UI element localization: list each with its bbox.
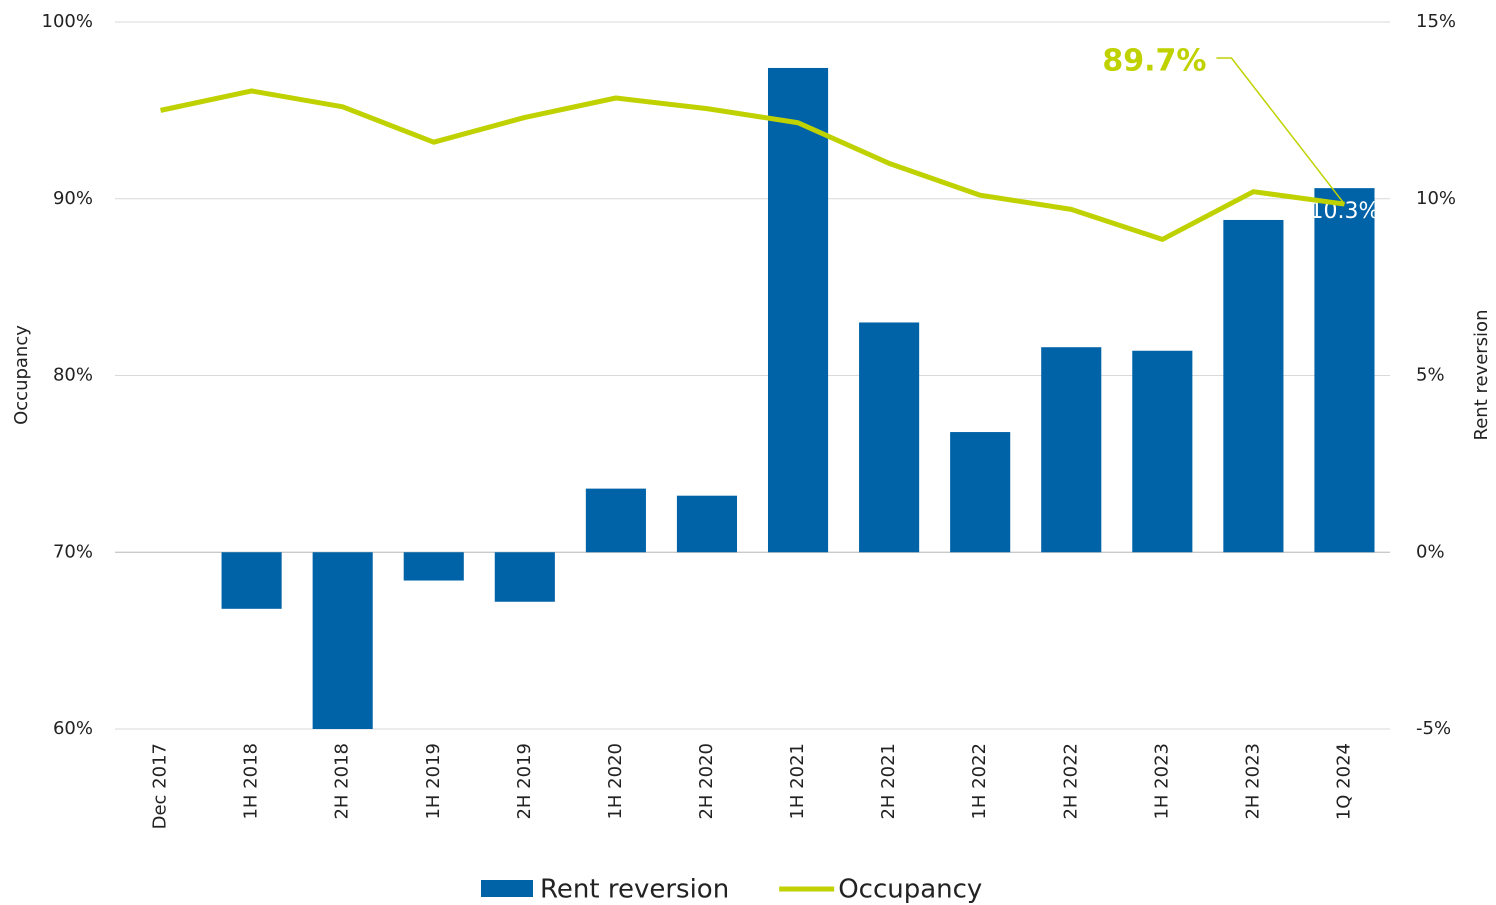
- x-tick-label: 1H 2018: [241, 743, 262, 820]
- leader-line: [1216, 57, 1346, 205]
- bar: [859, 322, 920, 553]
- x-tick-label: Dec 2017: [150, 743, 171, 829]
- legend-label: Rent reversion: [540, 875, 729, 905]
- bar: [312, 552, 373, 729]
- x-tick-label: 2H 2019: [514, 743, 535, 820]
- y2-tick-label: 0%: [1416, 541, 1445, 562]
- y-tick-label: 70%: [53, 541, 93, 562]
- x-tick-label: 1Q 2024: [1333, 743, 1354, 820]
- x-tick-label: 2H 2023: [1242, 743, 1263, 820]
- y2-tick-label: 5%: [1416, 365, 1445, 386]
- x-tick-label: 1H 2019: [423, 743, 444, 820]
- y-tick-label: 80%: [53, 365, 93, 386]
- y2-axis-label: Rent reversion: [1471, 310, 1492, 441]
- y2-tick-label: -5%: [1416, 718, 1451, 739]
- y2-tick-label: 15%: [1416, 11, 1456, 32]
- data-label: 89.7%: [1102, 44, 1206, 79]
- legend-label: Occupancy: [838, 875, 982, 905]
- x-tick-label: 2H 2018: [332, 743, 353, 820]
- y-tick-label: 60%: [53, 718, 93, 739]
- y-axis-label: Occupancy: [11, 325, 32, 425]
- bar: [403, 552, 464, 581]
- x-tick-label: 1H 2023: [1151, 743, 1172, 820]
- bar: [950, 432, 1011, 553]
- bar: [767, 67, 829, 553]
- bar: [1314, 188, 1375, 553]
- x-tick-label: 2H 2021: [878, 743, 899, 820]
- bar: [676, 495, 738, 553]
- bar: [1041, 347, 1102, 553]
- bar: [1223, 219, 1284, 553]
- y2-tick-label: 10%: [1416, 188, 1456, 209]
- line: [160, 88, 1345, 242]
- bar: [1132, 350, 1193, 553]
- x-tick-label: 2H 2022: [1060, 743, 1081, 820]
- x-tick-label: 1H 2020: [605, 743, 626, 820]
- legend-swatch: [481, 880, 533, 897]
- bar: [221, 552, 282, 609]
- x-tick-label: 1H 2021: [787, 743, 808, 820]
- bar: [585, 488, 646, 553]
- y-tick-label: 90%: [53, 188, 93, 209]
- bar: [494, 552, 555, 602]
- x-tick-label: 2H 2020: [696, 743, 717, 820]
- x-tick-label: 1H 2022: [969, 743, 990, 820]
- y-tick-label: 100%: [42, 11, 93, 32]
